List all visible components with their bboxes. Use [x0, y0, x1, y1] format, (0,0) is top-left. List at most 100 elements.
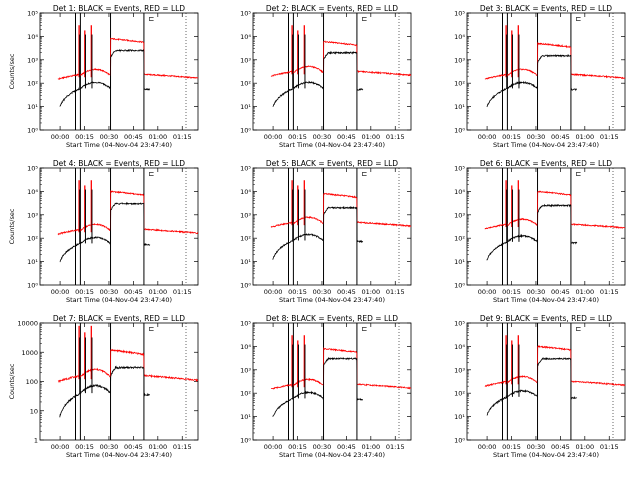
plot-frame: [252, 167, 412, 286]
x-tick-label: 01:15: [600, 133, 619, 141]
series-lld-line: [270, 40, 412, 77]
panel-title: Det 1: BLACK = Events, RED = LLD: [53, 4, 185, 13]
x-tick-label: 01:00: [575, 133, 594, 141]
y-tick-label: 1000: [21, 349, 38, 357]
y-tick-label: 10⁵: [240, 320, 251, 328]
y-tick-label: 10¹: [27, 258, 38, 266]
panel-title: Det 3: BLACK = Events, RED = LLD: [480, 4, 612, 13]
y-tick-label: 10⁵: [454, 10, 465, 18]
series-events-line: [272, 50, 364, 107]
y-axis-label: Counts/sec: [8, 363, 16, 399]
detector-panel-5: Det 5: BLACK = Events, RED = LLD 10⁰ 10¹ 10…: [240, 159, 412, 304]
y-tick-label: 10³: [240, 366, 251, 374]
x-tick-label: 00:00: [264, 288, 283, 296]
x-tick-label: 00:30: [527, 133, 546, 141]
detector-panel-2: Det 2: BLACK = Events, RED = LLD 10⁰ 10¹ 10…: [240, 4, 412, 149]
x-tick-label: 01:15: [386, 288, 405, 296]
y-tick-label: 10¹: [454, 413, 465, 421]
y-tick-label: 10²: [240, 80, 251, 88]
y-tick-label: 10¹: [27, 103, 38, 111]
series-lld-line: [484, 345, 626, 388]
series-lld-line: [57, 348, 199, 384]
panel-title: Det 5: BLACK = Events, RED = LLD: [266, 159, 398, 168]
x-tick-label: 00:45: [551, 443, 570, 451]
panel-title: Det 7: BLACK = Events, RED = LLD: [53, 314, 185, 323]
y-tick-label: 10³: [454, 56, 465, 64]
y-tick-label: 10⁰: [27, 127, 38, 135]
x-tick-label: 00:30: [313, 133, 332, 141]
x-tick-label: 00:00: [478, 288, 497, 296]
y-tick-label: 10¹: [240, 258, 251, 266]
y-tick-label: 10¹: [454, 258, 465, 266]
corner-mark: ⊏: [361, 325, 367, 333]
y-tick-label: 10⁴: [27, 33, 38, 41]
x-tick-label: 00:30: [100, 288, 119, 296]
panel-title: Det 9: BLACK = Events, RED = LLD: [480, 314, 612, 323]
y-tick-label: 10⁴: [454, 33, 465, 41]
x-tick-label: 01:15: [600, 288, 619, 296]
y-tick-label: 10³: [240, 56, 251, 64]
x-tick-label: 00:30: [527, 443, 546, 451]
y-tick-label: 10²: [454, 80, 465, 88]
x-tick-label: 00:45: [124, 133, 143, 141]
y-tick-label: 10000: [17, 320, 38, 328]
y-tick-label: 10⁴: [454, 188, 465, 196]
corner-mark: ⊏: [575, 170, 581, 178]
plot-frame: [39, 12, 199, 131]
y-tick-label: 10³: [27, 211, 38, 219]
detector-panel-4: Det 4: BLACK = Events, RED = LLD 10⁰ 10¹ 10…: [8, 159, 199, 304]
y-tick-label: 10¹: [240, 413, 251, 421]
y-tick-label: 10⁰: [454, 437, 465, 445]
x-tick-label: 01:15: [173, 133, 192, 141]
x-tick-label: 00:00: [478, 133, 497, 141]
detector-panel-9: Det 9: BLACK = Events, RED = LLD 10⁰ 10¹ 10…: [454, 314, 626, 459]
y-axis-label: Counts/sec: [8, 208, 16, 244]
y-tick-label: 10²: [27, 80, 38, 88]
x-tick-label: 00:15: [288, 133, 307, 141]
x-axis-label: Start Time (04-Nov-04 23:47:40): [279, 296, 385, 304]
y-tick-label: 10⁴: [240, 188, 251, 196]
detector-panel-3: Det 3: BLACK = Events, RED = LLD 10⁰ 10¹ 10…: [454, 4, 626, 149]
y-tick-label: 10⁰: [454, 282, 465, 290]
x-tick-label: 00:15: [502, 443, 521, 451]
y-tick-label: 10⁰: [240, 282, 251, 290]
corner-mark: ⊏: [361, 15, 367, 23]
y-tick-label: 10³: [27, 56, 38, 64]
plot-frame: [39, 322, 199, 441]
plot-frame: [252, 12, 412, 131]
x-tick-label: 01:00: [575, 443, 594, 451]
detector-panel-8: Det 8: BLACK = Events, RED = LLD 10⁰ 10¹ 10…: [240, 314, 412, 459]
detector-panel-6: Det 6: BLACK = Events, RED = LLD 10⁰ 10¹ 10…: [454, 159, 626, 304]
x-tick-label: 01:15: [386, 133, 405, 141]
x-tick-label: 00:30: [313, 443, 332, 451]
y-tick-label: 10⁰: [240, 127, 251, 135]
y-tick-label: 10²: [240, 235, 251, 243]
x-axis-label: Start Time (04-Nov-04 23:47:40): [493, 141, 599, 149]
y-tick-label: 10: [30, 407, 38, 415]
y-tick-label: 1: [34, 437, 38, 445]
x-tick-label: 01:15: [386, 443, 405, 451]
detector-panel-1: Det 1: BLACK = Events, RED = LLD 10⁰ 10¹ 10…: [8, 4, 199, 149]
x-tick-label: 00:00: [51, 133, 70, 141]
x-tick-label: 00:45: [551, 288, 570, 296]
x-tick-label: 00:30: [527, 288, 546, 296]
x-tick-label: 00:00: [51, 443, 70, 451]
x-tick-label: 01:00: [361, 288, 380, 296]
corner-mark: ⊏: [148, 325, 154, 333]
series-events-line: [486, 356, 578, 416]
x-axis-label: Start Time (04-Nov-04 23:47:40): [66, 141, 172, 149]
y-tick-label: 10⁴: [454, 343, 465, 351]
corner-mark: ⊏: [148, 15, 154, 23]
plot-frame: [466, 322, 626, 441]
x-axis-label: Start Time (04-Nov-04 23:47:40): [279, 141, 385, 149]
x-tick-label: 00:30: [100, 133, 119, 141]
x-axis-label: Start Time (04-Nov-04 23:47:40): [66, 451, 172, 459]
x-tick-label: 00:15: [502, 133, 521, 141]
panel-title: Det 4: BLACK = Events, RED = LLD: [53, 159, 185, 168]
y-tick-label: 10⁴: [27, 188, 38, 196]
plot-frame: [252, 322, 412, 441]
y-axis-label: Counts/sec: [8, 53, 16, 89]
x-tick-label: 00:15: [75, 443, 94, 451]
series-lld-line: [57, 37, 199, 80]
